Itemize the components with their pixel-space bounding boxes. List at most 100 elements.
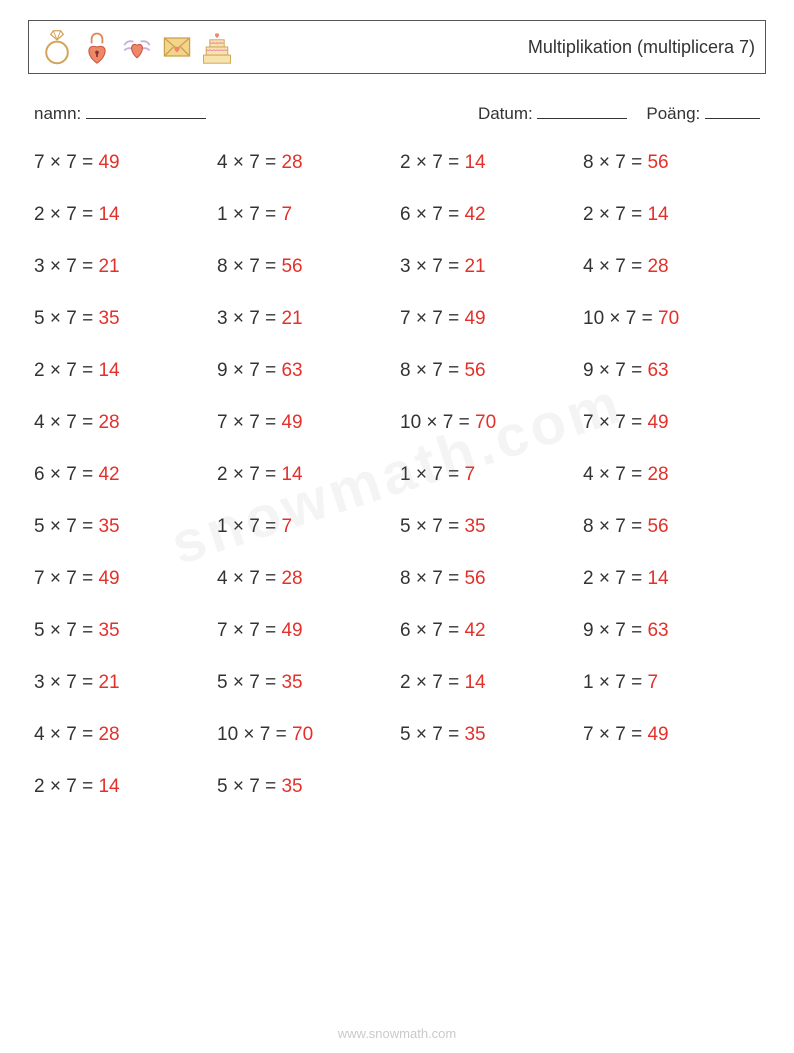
heart-lock-icon xyxy=(79,27,115,67)
problem-cell: 2 × 7 = 14 xyxy=(217,464,400,486)
problem-question: 8 × 7 = xyxy=(400,360,464,381)
problem-cell: 5 × 7 = 35 xyxy=(217,672,400,694)
problem-cell: 4 × 7 = 28 xyxy=(34,724,217,746)
problem-answer: 49 xyxy=(647,724,668,745)
problem-answer: 35 xyxy=(281,672,302,693)
problem-cell: 6 × 7 = 42 xyxy=(34,464,217,486)
problem-cell: 6 × 7 = 42 xyxy=(400,620,583,642)
problem-cell: 4 × 7 = 28 xyxy=(34,412,217,434)
problem-answer: 21 xyxy=(464,256,485,277)
problem-answer: 14 xyxy=(98,204,119,225)
problem-question: 1 × 7 = xyxy=(217,516,281,537)
problem-question: 7 × 7 = xyxy=(34,568,98,589)
problem-cell: 4 × 7 = 28 xyxy=(583,464,766,486)
problem-question: 9 × 7 = xyxy=(583,360,647,381)
problem-cell: 8 × 7 = 56 xyxy=(583,516,766,538)
problem-cell: 5 × 7 = 35 xyxy=(400,516,583,538)
meta-row: namn: Datum: Poäng: xyxy=(28,104,766,124)
problem-question: 6 × 7 = xyxy=(400,620,464,641)
problem-question: 4 × 7 = xyxy=(34,412,98,433)
header-box: Multiplikation (multiplicera 7) xyxy=(28,20,766,74)
problem-cell: 7 × 7 = 49 xyxy=(400,308,583,330)
problem-question: 6 × 7 = xyxy=(34,464,98,485)
problem-cell: 8 × 7 = 56 xyxy=(400,360,583,382)
problem-answer: 56 xyxy=(464,568,485,589)
footer-url: www.snowmath.com xyxy=(0,1026,794,1041)
problem-cell: 2 × 7 = 14 xyxy=(34,204,217,226)
problem-cell: 2 × 7 = 14 xyxy=(400,672,583,694)
problem-question: 7 × 7 = xyxy=(583,412,647,433)
problem-question: 3 × 7 = xyxy=(217,308,281,329)
problem-cell: 4 × 7 = 28 xyxy=(217,152,400,174)
problem-answer: 35 xyxy=(98,308,119,329)
problem-answer: 21 xyxy=(281,308,302,329)
problem-answer: 49 xyxy=(281,412,302,433)
problem-question: 8 × 7 = xyxy=(400,568,464,589)
winged-heart-icon xyxy=(119,27,155,67)
problem-question: 3 × 7 = xyxy=(34,256,98,277)
problem-cell: 8 × 7 = 56 xyxy=(217,256,400,278)
problem-cell: 7 × 7 = 49 xyxy=(34,152,217,174)
problem-cell: 7 × 7 = 49 xyxy=(583,724,766,746)
problem-question: 2 × 7 = xyxy=(400,672,464,693)
problem-cell: 5 × 7 = 35 xyxy=(34,620,217,642)
problem-question: 8 × 7 = xyxy=(583,516,647,537)
problem-question: 7 × 7 = xyxy=(34,152,98,173)
problem-answer: 56 xyxy=(647,152,668,173)
problem-question: 10 × 7 = xyxy=(217,724,292,745)
problem-cell: 1 × 7 = 7 xyxy=(583,672,766,694)
problem-answer: 42 xyxy=(464,204,485,225)
problem-question: 1 × 7 = xyxy=(217,204,281,225)
problem-question: 4 × 7 = xyxy=(583,256,647,277)
problem-question: 5 × 7 = xyxy=(400,516,464,537)
problem-cell: 9 × 7 = 63 xyxy=(217,360,400,382)
problem-question: 4 × 7 = xyxy=(217,152,281,173)
problem-question: 8 × 7 = xyxy=(583,152,647,173)
problem-answer: 49 xyxy=(464,308,485,329)
problem-question: 7 × 7 = xyxy=(400,308,464,329)
problem-question: 2 × 7 = xyxy=(217,464,281,485)
problem-question: 7 × 7 = xyxy=(217,620,281,641)
problem-answer: 42 xyxy=(98,464,119,485)
problem-question: 5 × 7 = xyxy=(34,308,98,329)
score-blank[interactable] xyxy=(705,105,760,119)
problem-answer: 35 xyxy=(464,724,485,745)
problem-answer: 35 xyxy=(464,516,485,537)
date-blank[interactable] xyxy=(537,105,627,119)
problem-answer: 28 xyxy=(647,256,668,277)
problem-cell: 5 × 7 = 35 xyxy=(217,776,400,798)
problem-cell: 7 × 7 = 49 xyxy=(34,568,217,590)
problem-answer: 7 xyxy=(464,464,475,485)
problem-answer: 63 xyxy=(647,620,668,641)
problem-answer: 49 xyxy=(98,152,119,173)
problem-question: 2 × 7 = xyxy=(583,568,647,589)
problem-question: 3 × 7 = xyxy=(400,256,464,277)
problem-question: 9 × 7 = xyxy=(583,620,647,641)
problem-cell: 8 × 7 = 56 xyxy=(583,152,766,174)
score-label: Poäng: xyxy=(646,104,700,123)
problem-cell: 10 × 7 = 70 xyxy=(400,412,583,434)
name-blank[interactable] xyxy=(86,105,206,119)
problem-question: 5 × 7 = xyxy=(217,672,281,693)
problem-question: 5 × 7 = xyxy=(34,516,98,537)
problem-answer: 35 xyxy=(98,516,119,537)
ring-icon xyxy=(39,27,75,67)
problem-answer: 21 xyxy=(98,256,119,277)
problem-answer: 14 xyxy=(281,464,302,485)
problem-question: 1 × 7 = xyxy=(400,464,464,485)
problem-cell: 7 × 7 = 49 xyxy=(583,412,766,434)
problem-answer: 28 xyxy=(98,412,119,433)
problem-cell: 2 × 7 = 14 xyxy=(400,152,583,174)
problem-cell: 7 × 7 = 49 xyxy=(217,412,400,434)
problem-question: 2 × 7 = xyxy=(34,360,98,381)
worksheet-title: Multiplikation (multiplicera 7) xyxy=(528,37,755,58)
problem-answer: 14 xyxy=(464,672,485,693)
heart-cake-icon xyxy=(199,27,235,67)
problem-cell: 3 × 7 = 21 xyxy=(34,256,217,278)
problem-cell: 8 × 7 = 56 xyxy=(400,568,583,590)
problem-cell: 5 × 7 = 35 xyxy=(34,516,217,538)
date-label: Datum: xyxy=(478,104,533,123)
problem-cell: 10 × 7 = 70 xyxy=(217,724,400,746)
problem-cell: 10 × 7 = 70 xyxy=(583,308,766,330)
problem-answer: 49 xyxy=(647,412,668,433)
